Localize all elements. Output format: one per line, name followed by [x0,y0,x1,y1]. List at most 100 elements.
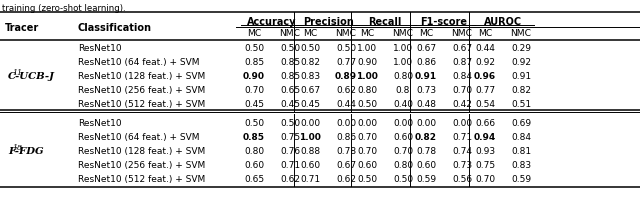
Text: ResNet10 (512 feat.) + SVM: ResNet10 (512 feat.) + SVM [78,100,205,109]
Text: 0.59: 0.59 [511,174,531,184]
Text: 0.78: 0.78 [336,146,356,155]
Text: 0.44: 0.44 [336,100,356,109]
Text: Classification: Classification [78,23,152,33]
Text: 0.40: 0.40 [393,100,413,109]
Text: NMC: NMC [280,29,301,38]
Text: 0.73: 0.73 [452,160,472,169]
Text: 0.91: 0.91 [415,72,437,81]
Text: 0.51: 0.51 [511,100,531,109]
Text: ResNet10: ResNet10 [78,43,122,52]
Text: 0.75: 0.75 [280,132,300,141]
Text: 0.50: 0.50 [280,43,300,52]
Text: 0.45: 0.45 [280,100,300,109]
Text: 1.00: 1.00 [356,72,378,81]
Text: 0.67: 0.67 [452,43,472,52]
Text: ResNet10 (256 feat.) + SVM: ResNet10 (256 feat.) + SVM [78,86,205,95]
Text: 0.00: 0.00 [416,118,436,127]
Text: 0.48: 0.48 [416,100,436,109]
Text: 0.92: 0.92 [511,57,531,67]
Text: 0.66: 0.66 [475,118,495,127]
Text: 0.93: 0.93 [475,146,495,155]
Text: 0.80: 0.80 [244,146,264,155]
Text: 0.71: 0.71 [300,174,320,184]
Text: 0.85: 0.85 [280,57,300,67]
Text: 0.62: 0.62 [336,174,356,184]
Text: 0.50: 0.50 [357,174,377,184]
Text: Precision: Precision [303,17,353,27]
Text: C-UCB-J: C-UCB-J [8,72,55,81]
Text: 0.00: 0.00 [336,118,356,127]
Text: 0.65: 0.65 [280,86,300,95]
Text: NMC: NMC [335,29,356,38]
Text: ResNet10 (128 feat.) + SVM: ResNet10 (128 feat.) + SVM [78,146,205,155]
Text: 1.00: 1.00 [393,57,413,67]
Text: 0.00: 0.00 [357,118,377,127]
Text: MC: MC [419,29,433,38]
Text: 0.50: 0.50 [244,118,264,127]
Text: 0.85: 0.85 [243,132,265,141]
Text: 0.67: 0.67 [336,160,356,169]
Text: 0.86: 0.86 [416,57,436,67]
Text: 0.45: 0.45 [300,100,320,109]
Text: NMC: NMC [392,29,413,38]
Text: 0.70: 0.70 [357,132,377,141]
Text: 0.73: 0.73 [416,86,436,95]
Text: 0.90: 0.90 [243,72,265,81]
Text: ResNet10: ResNet10 [78,118,122,127]
Text: 0.00: 0.00 [452,118,472,127]
Text: 0.96: 0.96 [474,72,496,81]
Text: 0.62: 0.62 [280,174,300,184]
Text: 0.59: 0.59 [416,174,436,184]
Text: 0.50: 0.50 [300,43,320,52]
Text: 0.76: 0.76 [280,146,300,155]
Text: 0.90: 0.90 [357,57,377,67]
Text: 0.83: 0.83 [300,72,320,81]
Text: 0.70: 0.70 [393,146,413,155]
Text: 0.82: 0.82 [511,86,531,95]
Text: Tracer: Tracer [5,23,39,33]
Text: 0.00: 0.00 [393,118,413,127]
Text: 0.83: 0.83 [511,160,531,169]
Text: MC: MC [247,29,261,38]
Text: 0.8: 0.8 [396,86,410,95]
Text: 0.80: 0.80 [393,160,413,169]
Text: 0.88: 0.88 [300,146,320,155]
Text: 0.60: 0.60 [357,160,377,169]
Text: 11: 11 [12,69,22,77]
Text: ResNet10 (64 feat.) + SVM: ResNet10 (64 feat.) + SVM [78,57,200,67]
Text: 0.60: 0.60 [244,160,264,169]
Text: 0.50: 0.50 [357,100,377,109]
Text: 0.94: 0.94 [474,132,496,141]
Text: 0.44: 0.44 [475,43,495,52]
Text: NMC: NMC [451,29,472,38]
Text: 0.45: 0.45 [244,100,264,109]
Text: 0.82: 0.82 [415,132,437,141]
Text: F-FDG: F-FDG [8,146,44,155]
Text: 0.70: 0.70 [244,86,264,95]
Text: 0.50: 0.50 [244,43,264,52]
Text: 0.92: 0.92 [475,57,495,67]
Text: 0.75: 0.75 [475,160,495,169]
Text: 0.77: 0.77 [475,86,495,95]
Text: 0.42: 0.42 [452,100,472,109]
Text: ResNet10 (512 feat.) + SVM: ResNet10 (512 feat.) + SVM [78,174,205,184]
Text: 0.65: 0.65 [244,174,264,184]
Text: 0.67: 0.67 [416,43,436,52]
Text: 0.67: 0.67 [300,86,320,95]
Text: 0.60: 0.60 [416,160,436,169]
Text: 0.54: 0.54 [475,100,495,109]
Text: MC: MC [478,29,492,38]
Text: 1.00: 1.00 [299,132,321,141]
Text: 1.00: 1.00 [357,43,377,52]
Text: 1.00: 1.00 [393,43,413,52]
Text: Accuracy: Accuracy [247,17,297,27]
Text: 0.84: 0.84 [511,132,531,141]
Text: 0.77: 0.77 [336,57,356,67]
Text: 0.29: 0.29 [511,43,531,52]
Text: 0.74: 0.74 [452,146,472,155]
Text: MC: MC [303,29,317,38]
Text: 0.86: 0.86 [336,132,356,141]
Text: F1-score: F1-score [420,17,467,27]
Text: 0.50: 0.50 [280,118,300,127]
Text: 0.85: 0.85 [280,72,300,81]
